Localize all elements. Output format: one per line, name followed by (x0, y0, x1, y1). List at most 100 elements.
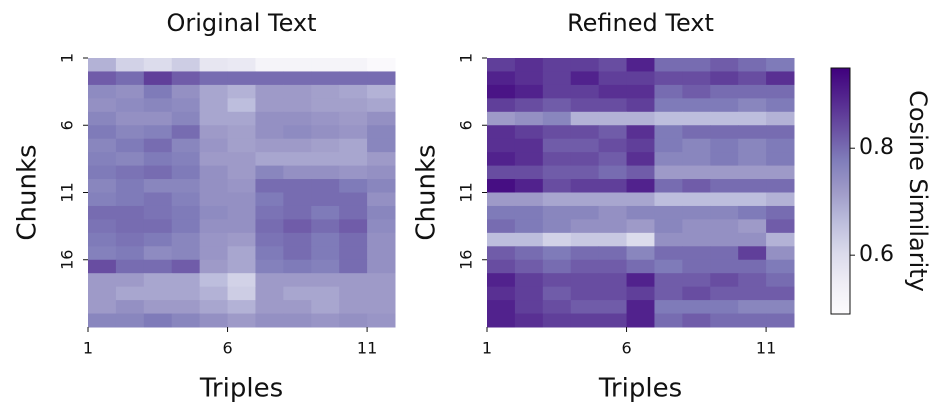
heatmap-cell (766, 165, 795, 180)
x-tick-label: 11 (357, 339, 377, 358)
heatmap-cell (598, 313, 628, 328)
heatmap-cell (199, 152, 229, 167)
heatmap-cell (514, 84, 544, 99)
heatmap-cell (654, 71, 683, 86)
heatmap-cell (710, 286, 739, 301)
heatmap-cell (227, 165, 256, 180)
heatmap-cell (570, 205, 600, 220)
heatmap-cell (654, 259, 683, 274)
heatmap-cell (311, 259, 340, 274)
heatmap-cell (766, 84, 795, 99)
heatmap-cell (88, 58, 117, 72)
heatmap-cell (115, 192, 145, 207)
heatmap-cell (487, 205, 516, 220)
heatmap-cell (626, 179, 655, 193)
heatmap-cell (143, 179, 173, 193)
heatmap-cell (682, 232, 711, 247)
heatmap-cell (227, 138, 256, 153)
heatmap-cell (710, 58, 739, 72)
heatmap-cell (570, 259, 600, 274)
heatmap-cell (654, 313, 683, 328)
heatmap-cell (143, 111, 173, 126)
heatmap-cell (283, 111, 312, 126)
heatmap-cell (199, 219, 229, 234)
heatmap-cell (654, 192, 683, 207)
heatmap-cell (255, 286, 284, 301)
heatmap-cell (339, 286, 368, 301)
heatmap-cell (199, 259, 229, 274)
heatmap-cell (654, 84, 683, 99)
heatmap-cell (710, 300, 739, 315)
heatmap-cell (115, 152, 145, 167)
heatmap-cell (143, 98, 173, 113)
heatmap-cell (227, 152, 256, 167)
heatmap-cell (738, 84, 767, 99)
heatmap-cell (283, 192, 312, 207)
heatmap-cell (710, 84, 739, 99)
heatmap-cell (570, 58, 600, 72)
heatmap-cell (255, 71, 284, 86)
heatmap-cell (542, 300, 572, 315)
heatmap-cell (367, 205, 396, 220)
heatmap-cell (115, 273, 145, 288)
heatmap-cell (542, 165, 572, 180)
y-axis-label: Chunks (13, 144, 43, 240)
heatmap-cell (339, 138, 368, 153)
x-tick-label: 6 (621, 339, 631, 358)
heatmap-cell (487, 259, 516, 274)
heatmap-cell (171, 111, 201, 126)
heatmap-cell (766, 219, 795, 234)
heatmap-cell (311, 300, 340, 315)
heatmap-cell (339, 84, 368, 99)
heatmap-cell (514, 58, 544, 72)
heatmap-cell (255, 246, 284, 261)
x-tick-label: 1 (482, 339, 492, 358)
heatmap-cell (311, 179, 340, 193)
heatmap-cell (598, 246, 628, 261)
heatmap-cell (255, 192, 284, 207)
heatmap-cell (626, 313, 655, 328)
heatmap-cell (199, 232, 229, 247)
heatmap-cell (171, 192, 201, 207)
heatmap-cell (255, 219, 284, 234)
heatmap-cell (598, 179, 628, 193)
heatmap-cell (682, 152, 711, 167)
heatmap-cell (514, 205, 544, 220)
heatmap-cell (339, 71, 368, 86)
heatmap-cell (199, 300, 229, 315)
heatmap-cell (255, 125, 284, 140)
heatmap-cell (542, 138, 572, 153)
heatmap-cell (766, 58, 795, 72)
heatmap-cell (171, 259, 201, 274)
heatmap-cell (766, 192, 795, 207)
heatmap-cell (542, 179, 572, 193)
heatmap-cell (514, 286, 544, 301)
heatmap-cell (283, 165, 312, 180)
chart-title: Original Text (166, 9, 316, 37)
heatmap-cell (283, 259, 312, 274)
heatmap-cell (487, 300, 516, 315)
heatmap-cell (115, 205, 145, 220)
heatmap-cell (570, 313, 600, 328)
heatmap-cell (199, 179, 229, 193)
heatmap-cell (199, 313, 229, 328)
heatmap-cell (115, 259, 145, 274)
heatmap-cell (710, 71, 739, 86)
heatmap-cell (542, 71, 572, 86)
heatmap-cell (311, 71, 340, 86)
heatmap-cell (626, 205, 655, 220)
heatmap-cell (542, 192, 572, 207)
heatmap-cell (143, 246, 173, 261)
heatmap-cell (710, 205, 739, 220)
heatmap-cell (682, 138, 711, 153)
heatmap-cell (626, 84, 655, 99)
heatmap-cell (626, 58, 655, 72)
heatmap-cell (367, 286, 396, 301)
heatmap-cell (514, 71, 544, 86)
heatmap-cell (682, 205, 711, 220)
y-tick-label: 6 (58, 120, 77, 130)
heatmap-cell (311, 58, 340, 72)
heatmap-cell (738, 259, 767, 274)
heatmap-cell (367, 219, 396, 234)
